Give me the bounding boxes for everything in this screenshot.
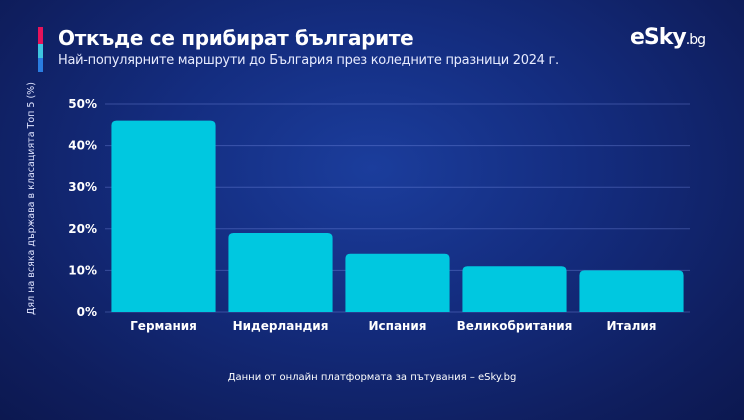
- bar: [462, 266, 567, 312]
- x-tick-label: Нидерландия: [233, 319, 329, 333]
- logo-suffix: .bg: [685, 32, 706, 48]
- x-tick-label: Великобритания: [457, 319, 573, 333]
- source-footer: Данни от онлайн платформата за пътувания…: [227, 372, 517, 383]
- y-tick-label: 40%: [68, 139, 97, 153]
- y-tick-label: 30%: [68, 180, 97, 194]
- bar: [228, 232, 333, 312]
- bar: [111, 120, 216, 312]
- x-tick-label: Испания: [369, 319, 427, 333]
- logo-main: eSky: [630, 25, 687, 50]
- y-tick-label: 50%: [68, 97, 97, 111]
- accent-bar-pink: [38, 27, 43, 44]
- bar: [345, 253, 450, 312]
- y-tick-label: 0%: [77, 305, 97, 319]
- y-tick-label: 20%: [68, 222, 97, 236]
- chart-title: Откъде се прибират българите: [58, 26, 414, 50]
- accent-bar-blue: [38, 58, 43, 72]
- accent-bar-cyan: [38, 44, 43, 58]
- x-tick-label: Германия: [130, 319, 197, 333]
- x-tick-label: Италия: [607, 319, 657, 333]
- chart-subtitle: Най-популярните маршрути до България пре…: [58, 53, 559, 68]
- y-tick-label: 10%: [68, 263, 97, 277]
- bar: [579, 270, 684, 312]
- esky-logo: eSky.bg: [630, 25, 706, 50]
